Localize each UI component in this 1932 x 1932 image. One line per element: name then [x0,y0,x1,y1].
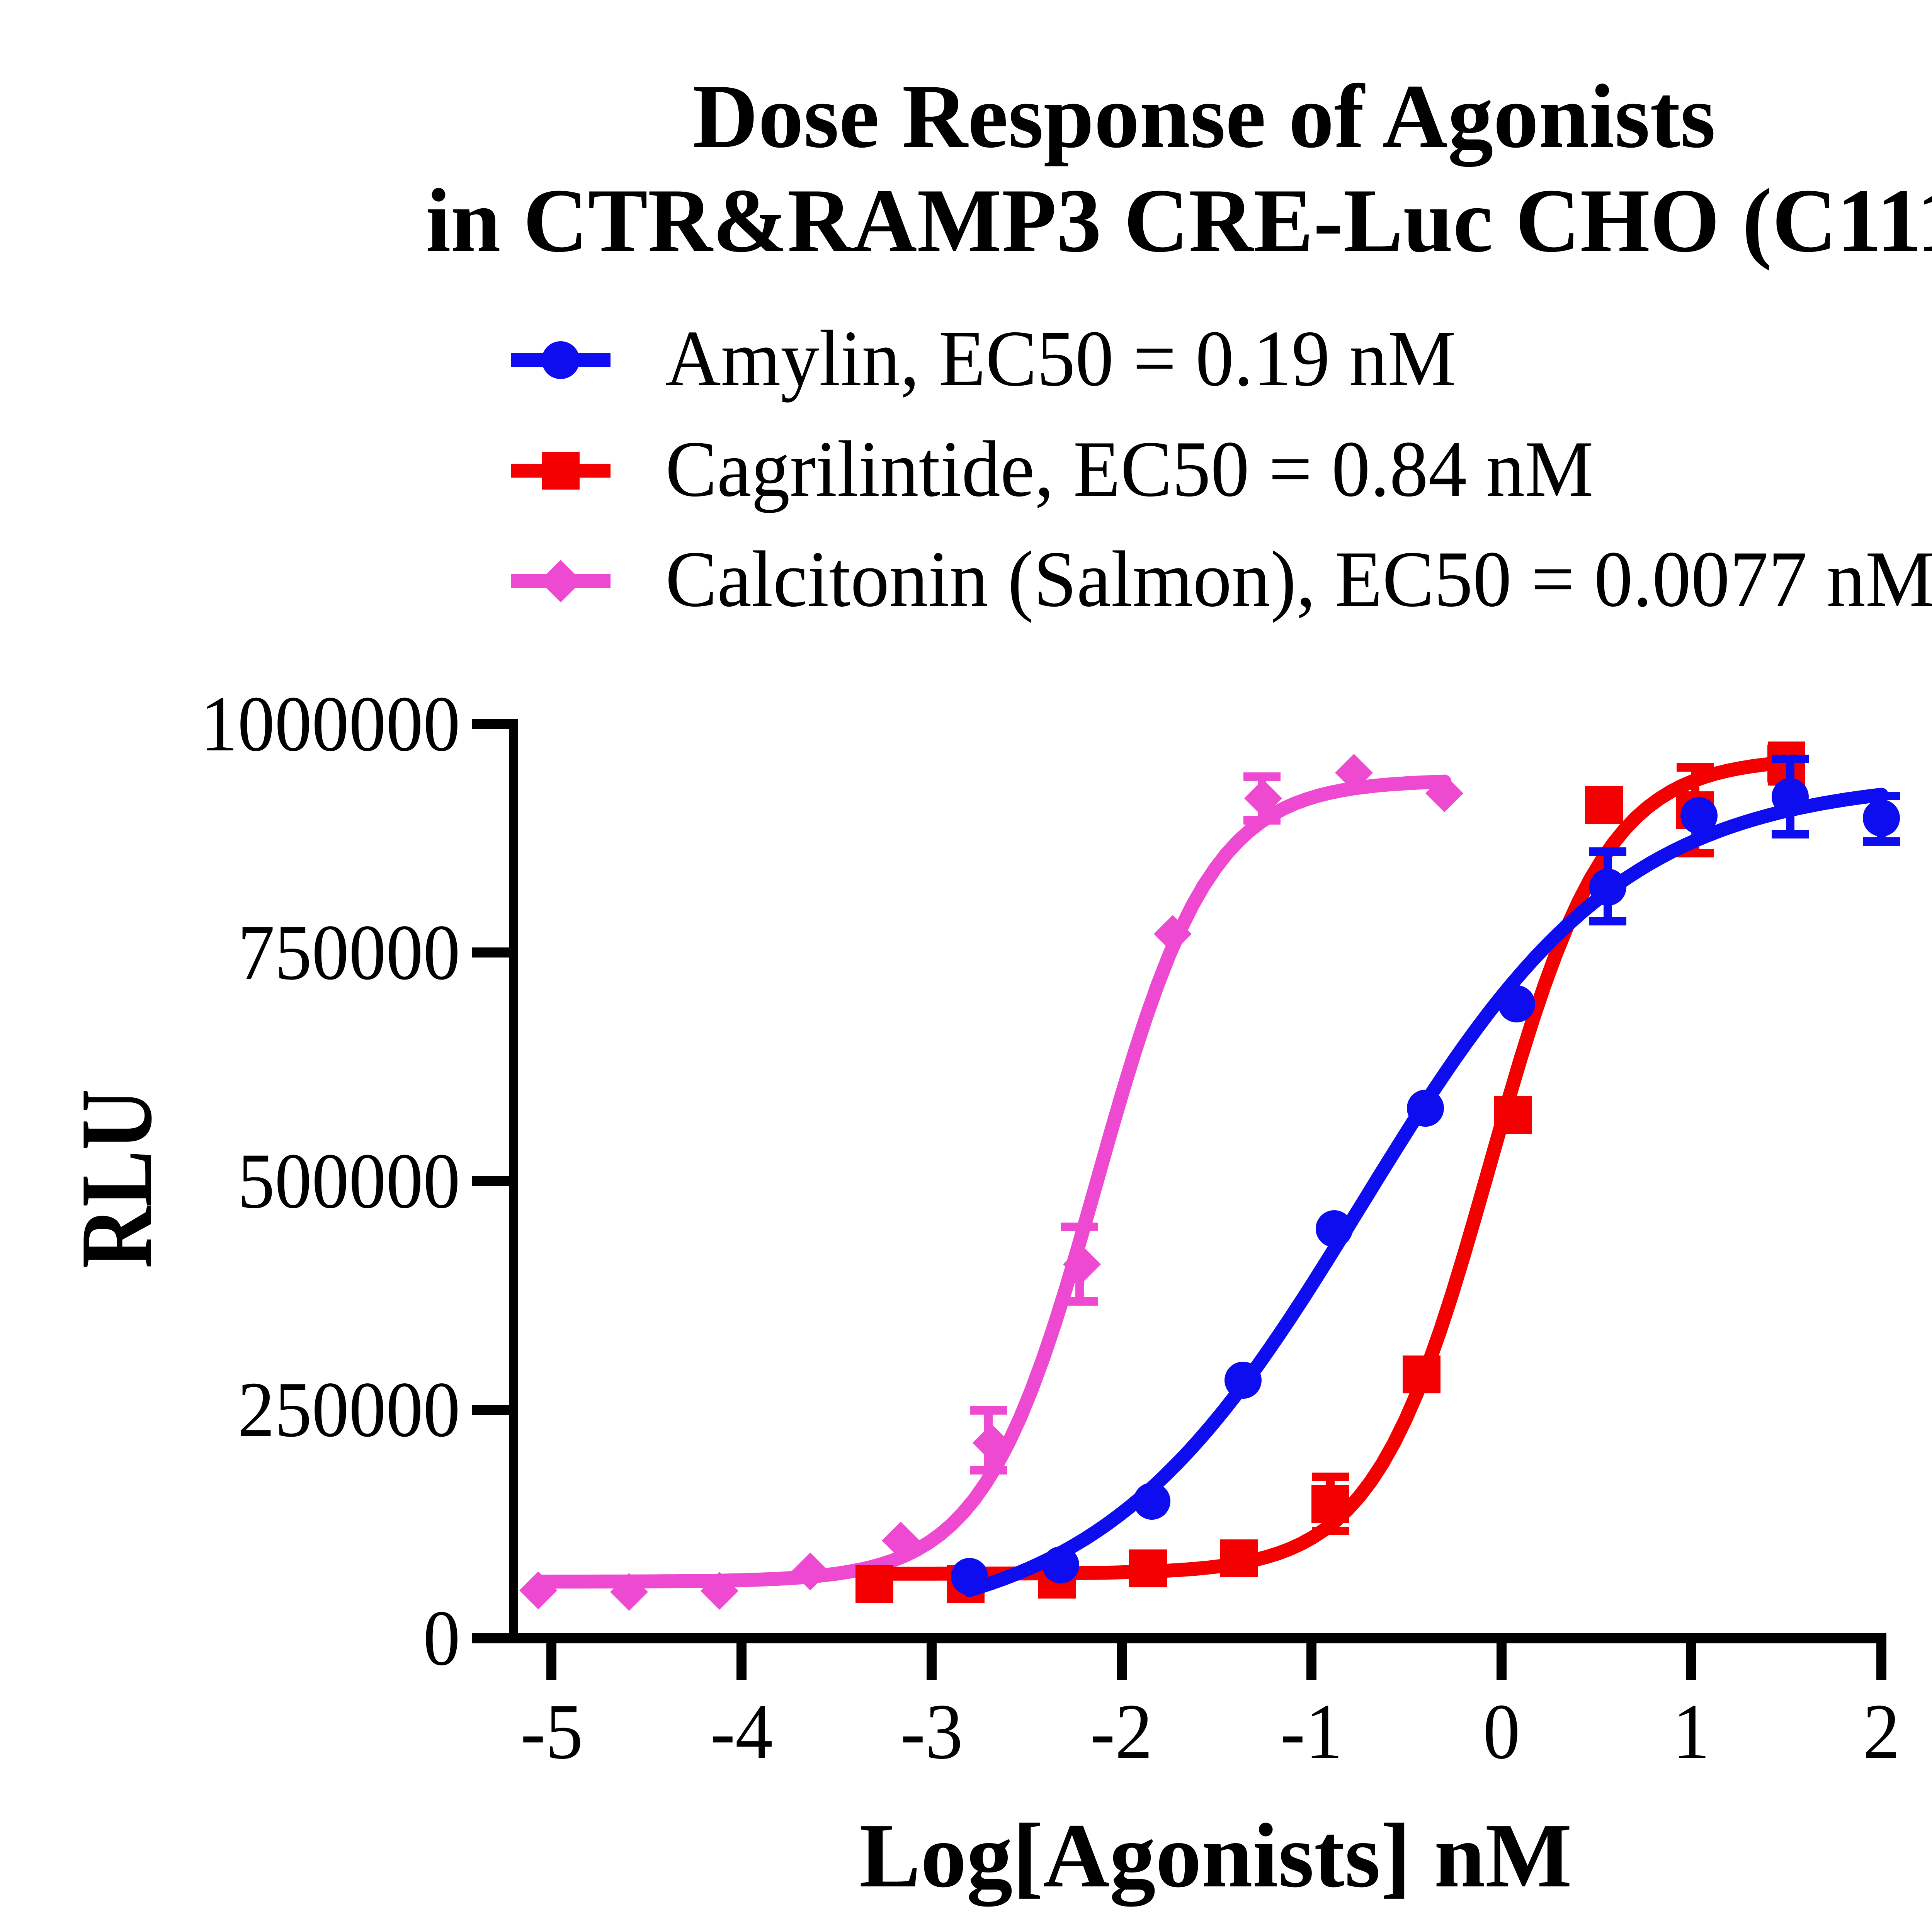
svg-text:Cagrilintide, EC50 = 0.84 nM: Cagrilintide, EC50 = 0.84 nM [665,425,1594,513]
svg-text:750000: 750000 [238,909,460,997]
svg-text:1: 1 [1673,1688,1710,1776]
svg-text:-5: -5 [520,1688,583,1776]
svg-text:-1: -1 [1280,1688,1343,1776]
svg-text:RLU: RLU [60,1089,173,1269]
svg-text:500000: 500000 [238,1137,460,1225]
svg-text:Calcitonin (Salmon), EC50 = 0.: Calcitonin (Salmon), EC50 = 0.0077 nM [665,535,1932,623]
svg-text:2: 2 [1863,1688,1900,1776]
svg-text:Amylin, EC50 = 0.19 nM: Amylin, EC50 = 0.19 nM [665,314,1456,403]
svg-text:-4: -4 [710,1688,773,1776]
svg-text:-2: -2 [1090,1688,1153,1776]
svg-text:250000: 250000 [238,1366,460,1454]
svg-text:Log[Agonists] nM: Log[Agonists] nM [859,1805,1572,1906]
svg-text:0: 0 [1483,1688,1520,1776]
svg-text:-3: -3 [900,1688,963,1776]
svg-text:in CTR&RAMP3 CRE-Luc CHO (C111: in CTR&RAMP3 CRE-Luc CHO (C111) [426,170,1932,271]
svg-text:1000000: 1000000 [201,680,460,768]
svg-text:Dose Response of Agonists: Dose Response of Agonists [692,66,1716,167]
svg-text:0: 0 [423,1594,460,1682]
